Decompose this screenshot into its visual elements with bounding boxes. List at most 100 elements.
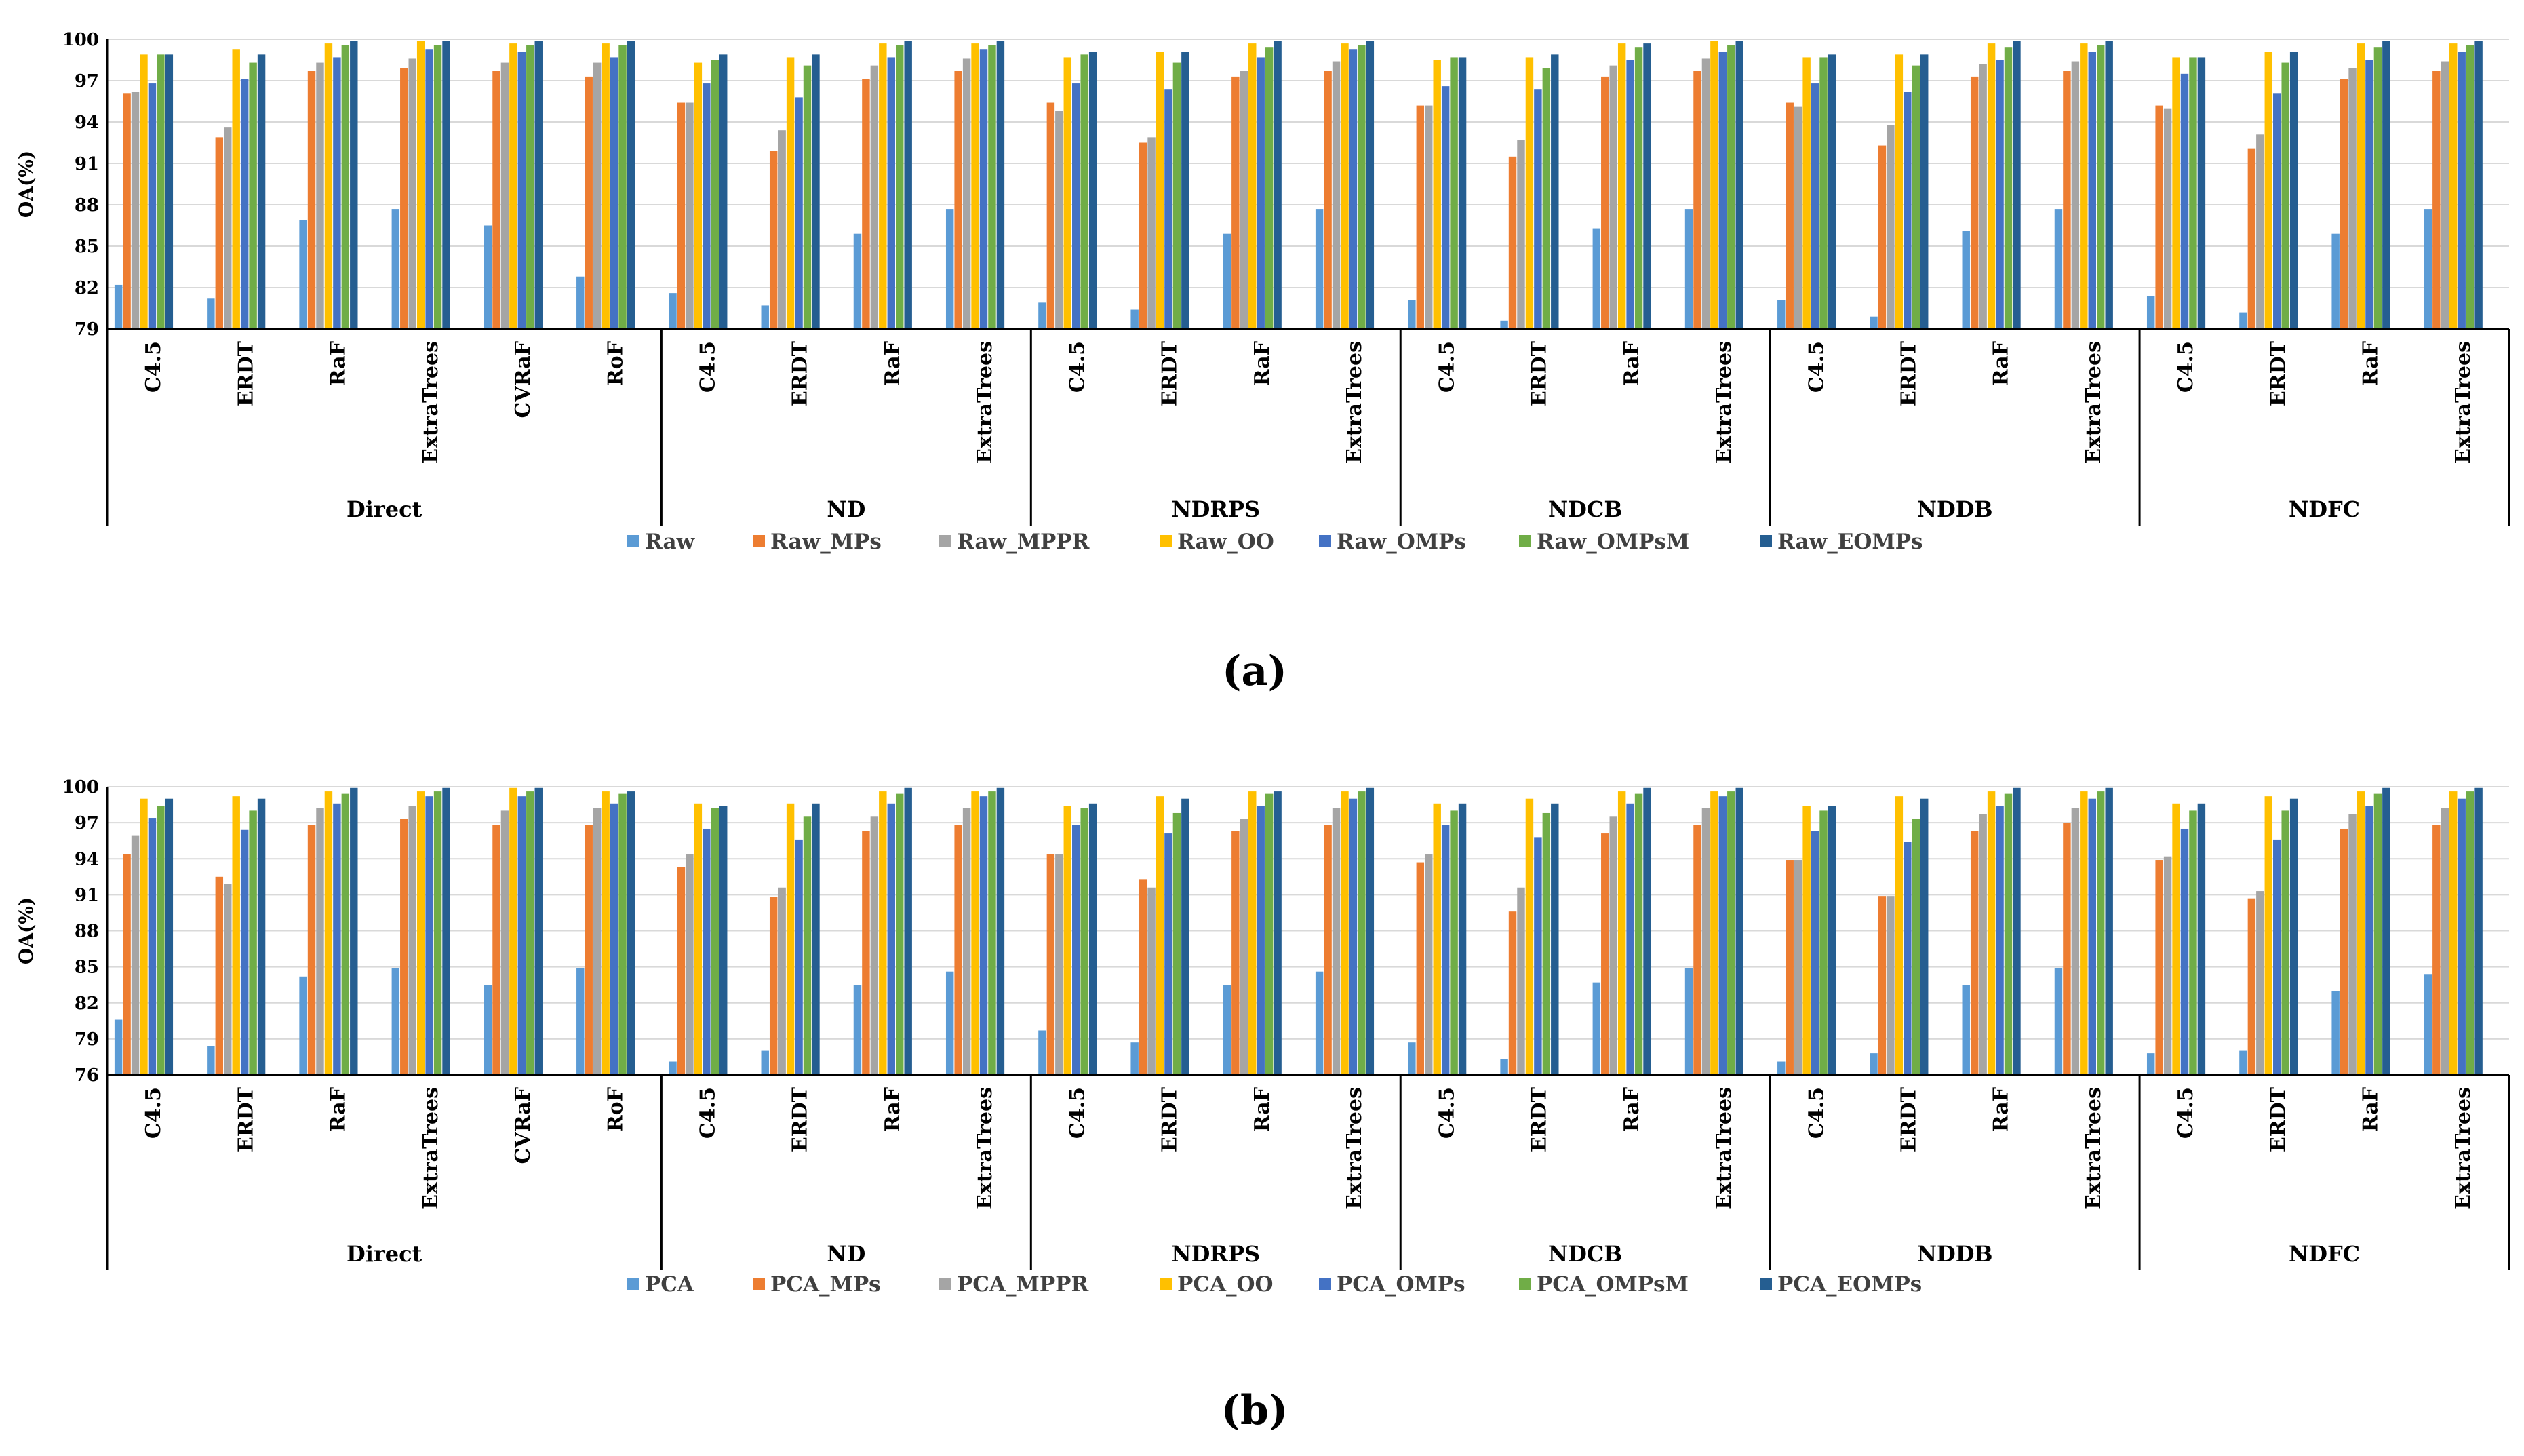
- bar-raw-mps: [1878, 145, 1887, 330]
- bar-pca-oo: [1617, 791, 1626, 1075]
- legend-swatch-pca-oo: [1160, 1278, 1172, 1290]
- bar-raw-oo: [1063, 57, 1072, 329]
- x-tick-label: C4.5: [1435, 341, 1459, 393]
- bar-raw-oo: [1525, 57, 1534, 329]
- bar-raw-mppr: [1979, 64, 1987, 329]
- bar-raw-mppr: [2256, 134, 2264, 330]
- bar-pca-oo: [694, 803, 703, 1075]
- group-label: NDCB: [1548, 1241, 1623, 1267]
- bar-raw-mps: [1508, 156, 1517, 329]
- bar-pca-ompsm: [1450, 810, 1458, 1075]
- bar-raw-mps: [215, 137, 224, 329]
- x-tick-label: C4.5: [142, 1087, 165, 1139]
- bar-pca-mps: [585, 825, 593, 1075]
- bar-raw-ompsm: [1912, 65, 1920, 329]
- legend-swatch-raw-oo: [1160, 535, 1172, 547]
- bar-pca-mps: [1416, 862, 1425, 1075]
- y-tick-label: 97: [75, 813, 99, 833]
- bar-raw-oo: [1156, 52, 1164, 330]
- bar-raw-mppr: [500, 62, 509, 330]
- bar-pca: [1777, 1061, 1786, 1075]
- bar-pca-oo: [1987, 791, 1996, 1075]
- bar-raw-oo: [1895, 54, 1904, 329]
- bar-pca-mps: [1601, 833, 1609, 1075]
- bar-pca-eomps: [1088, 803, 1097, 1075]
- legend-label: PCA_OO: [1177, 1272, 1274, 1297]
- x-tick-label: RaF: [881, 341, 905, 386]
- x-tick-label: ExtraTrees: [1712, 341, 1736, 464]
- bar-raw-oo: [1617, 43, 1626, 329]
- bar-pca-ompsm: [1542, 812, 1551, 1075]
- bar-raw-ompsm: [1358, 45, 1366, 329]
- bar-raw: [2239, 312, 2247, 329]
- legend-swatch-pca-mppr: [939, 1278, 951, 1290]
- bar-pca-oo: [1433, 803, 1441, 1075]
- bar-pca-mps: [2155, 860, 2163, 1075]
- bar-raw-mppr: [1794, 106, 1802, 329]
- bar-raw-mps: [492, 71, 500, 330]
- bar-pca-eomps: [1828, 806, 1836, 1075]
- bar-pca-eomps: [2382, 787, 2390, 1075]
- bar-raw-ompsm: [2373, 47, 2382, 329]
- bar-raw-eomps: [1551, 54, 1559, 329]
- bar-pca: [1500, 1059, 1508, 1075]
- bar-pca-oo: [2172, 803, 2180, 1075]
- x-tick-label: C4.5: [2174, 341, 2198, 393]
- bar-raw-mps: [954, 71, 962, 330]
- bar-raw-eomps: [1643, 43, 1651, 329]
- x-tick-label: ExtraTrees: [1343, 1087, 1366, 1210]
- bar-raw-eomps: [2105, 41, 2113, 330]
- bar-raw-mppr: [1425, 105, 1433, 329]
- bar-raw-eomps: [627, 41, 635, 330]
- legend-swatch-pca-omps: [1319, 1278, 1331, 1290]
- y-tick-label: 97: [75, 71, 99, 92]
- legend-label: Raw: [645, 530, 696, 554]
- bar-pca-mppr: [2348, 814, 2357, 1075]
- bar-pca-mps: [2432, 825, 2441, 1075]
- bar-pca-mps: [492, 825, 500, 1075]
- group-label: NDRPS: [1171, 1241, 1260, 1267]
- bar-pca-omps: [1626, 803, 1634, 1075]
- bar-raw-ompsm: [803, 65, 812, 329]
- x-tick-label: ERDT: [1158, 340, 1182, 406]
- bar-raw: [207, 298, 215, 329]
- bar-raw-mppr: [1332, 61, 1341, 330]
- bar-raw-eomps: [1735, 41, 1743, 330]
- bar-pca-oo: [2264, 796, 2273, 1075]
- x-tick-label: C4.5: [1435, 1087, 1459, 1139]
- bar-raw-mps: [2155, 105, 2163, 329]
- bar-raw-ompsm: [2004, 47, 2013, 329]
- bar-pca-oo: [509, 787, 517, 1075]
- bar-raw: [1223, 233, 1231, 329]
- x-tick-label: ExtraTrees: [2451, 1087, 2475, 1210]
- bar-pca-omps: [610, 803, 618, 1075]
- bar-raw-mppr: [316, 62, 324, 330]
- bar-raw: [2331, 233, 2340, 329]
- bar-raw: [1777, 300, 1786, 329]
- bar-pca: [2239, 1050, 2247, 1075]
- bar-pca-mps: [1046, 854, 1055, 1075]
- bar-pca-eomps: [165, 798, 174, 1075]
- bar-raw-oo: [416, 41, 425, 330]
- bar-pca: [2054, 968, 2063, 1075]
- bar-pca-mps: [215, 876, 224, 1075]
- bar-pca-oo: [2449, 791, 2458, 1075]
- x-tick-label: C4.5: [1805, 1087, 1828, 1139]
- bar-raw: [1038, 302, 1046, 329]
- x-tick-label: C4.5: [696, 1087, 720, 1139]
- x-tick-label: ERDT: [234, 1086, 258, 1152]
- bar-raw-mps: [123, 93, 131, 330]
- bar-pca-ompsm: [803, 816, 812, 1075]
- bar-pca-oo: [140, 798, 148, 1075]
- y-axis-label: OA(%): [15, 897, 37, 964]
- bar-raw-mps: [1046, 102, 1055, 330]
- bar-raw: [2054, 209, 2063, 329]
- legend-swatch-raw-eomps: [1760, 535, 1772, 547]
- bar-raw-oo: [786, 57, 795, 329]
- bar-raw-oo: [1987, 43, 1996, 329]
- bar-pca-omps: [240, 829, 249, 1075]
- bar-pca: [1130, 1042, 1139, 1075]
- bar-raw-oo: [1802, 57, 1811, 329]
